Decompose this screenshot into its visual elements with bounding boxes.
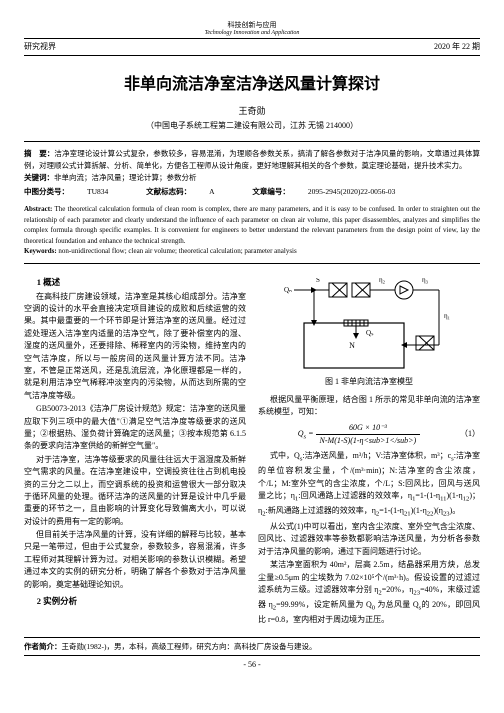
svg-text:S: S: [316, 278, 320, 284]
section-name: 研究视界: [24, 41, 56, 52]
journal-title-cn: 科技创新与应用 Technology Innovation and Applic…: [24, 20, 480, 39]
classification-row: 中图分类号：TU834 文献标志码：A 文章编号：2095-2945(2020)…: [24, 186, 480, 198]
paragraph: 但目前关于洁净风量的计算，没有详细的解释与比较，基本只是一笔带过，但由于公式复杂…: [24, 529, 246, 591]
paragraph: 在高科技厂房建设领域，洁净室是其核心组成部分。洁净室空调的设计的水平会直接决定项…: [24, 291, 246, 403]
paragraph: 从公式(1)中可以看出，室内含尘浓度、室外空气含尘浓度、回风比、过滤器效率等参数…: [258, 521, 480, 558]
author-bio: 作者简介：王奇勋(1982-)，男，本科，高级工程师，研究方向：高科技厂房设备与…: [24, 637, 480, 656]
body-columns: 1 概述 在高科技厂房建设领域，洁净室是其核心组成部分。洁净室空调的设计的水平会…: [24, 272, 480, 628]
svg-text:η₁: η₁: [444, 312, 450, 320]
abstract-box: 摘 要：洁净室理论设计算公式复杂，参数较多，容易混淆，为理顺各参数关系，搞清了解…: [24, 141, 480, 264]
svg-text:η₂: η₂: [379, 278, 386, 284]
keywords-en-label: Keywords:: [24, 247, 57, 255]
keywords-en-text: non-unidirectional flow; clean air volum…: [58, 247, 296, 255]
paragraph: 某洁净室面积为 40m²，层高 2.5m，结晶器采用方炔，总发尘量≥0.5μm …: [258, 559, 480, 626]
article-title: 非单向流洁净室洁净送风量计算探讨: [24, 70, 480, 94]
page-number: - 56 -: [24, 660, 480, 669]
abstract-cn-label: 摘 要：: [24, 149, 54, 158]
issue-date: 2020 年 22 期: [434, 41, 480, 52]
figure-1-caption: 图 1 非单向流洁净室模型: [258, 376, 480, 388]
keywords-cn-text: 非单向流；洁净风量；理论计算；参数分析: [54, 173, 197, 182]
abstract-cn-text: 洁净室理论设计算公式复杂，参数较多，容易混淆，为理顺各参数关系，搞清了解各参数对…: [24, 149, 480, 170]
svg-text:N: N: [349, 341, 355, 350]
abstract-en-text: The theoretical calculation formula of c…: [24, 205, 480, 245]
keywords-cn-label: 关键词：: [24, 173, 54, 182]
paragraph: 式中，Qs:洁净送风量，m³/h；V:洁净室体积，m³；cs:洁净室的单位容积发…: [258, 450, 480, 520]
paragraph: 根据风量平衡原理，结合图 1 所示的常见非单向流的洁净室系统模型，可知：: [258, 394, 480, 419]
svg-text:Qₙ: Qₙ: [284, 286, 292, 294]
author-affiliation: （中国电子系统工程第二建设有限公司，江苏 无锡 214000）: [24, 120, 480, 131]
paragraph: 对于洁净室，洁净等级要求的风量往往远大于温湿度及新鲜空气需求的风量。在洁净室建设…: [24, 454, 246, 528]
svg-text:η₃: η₃: [422, 278, 429, 284]
right-column: S η₂ η₃ η₁ N Qₛ Qₙ 图 1 非单向流洁净室模型 根据风量平衡原…: [258, 272, 480, 628]
section-1-title: 1 概述: [24, 276, 246, 289]
author-name: 王奇勋: [24, 104, 480, 117]
abstract-en-label: Abstract:: [24, 205, 52, 213]
issue-bar: 研究视界 2020 年 22 期: [24, 41, 480, 56]
figure-1: S η₂ η₃ η₁ N Qₛ Qₙ 图 1 非单向流洁净室模型: [258, 278, 480, 388]
paragraph: GB50073-2013《洁净厂房设计规范》规定：洁净室的送风量应取下列三项中的…: [24, 403, 246, 453]
formula-1: Qs = 60G × 10⁻³ N-M(1-S)(1-η<sub>1</sub>…: [258, 422, 480, 448]
left-column: 1 概述 在高科技厂房建设领域，洁净室是其核心组成部分。洁净室空调的设计的水平会…: [24, 272, 246, 628]
section-2-title: 2 实例分析: [24, 595, 246, 608]
svg-text:Qₛ: Qₛ: [366, 329, 374, 337]
